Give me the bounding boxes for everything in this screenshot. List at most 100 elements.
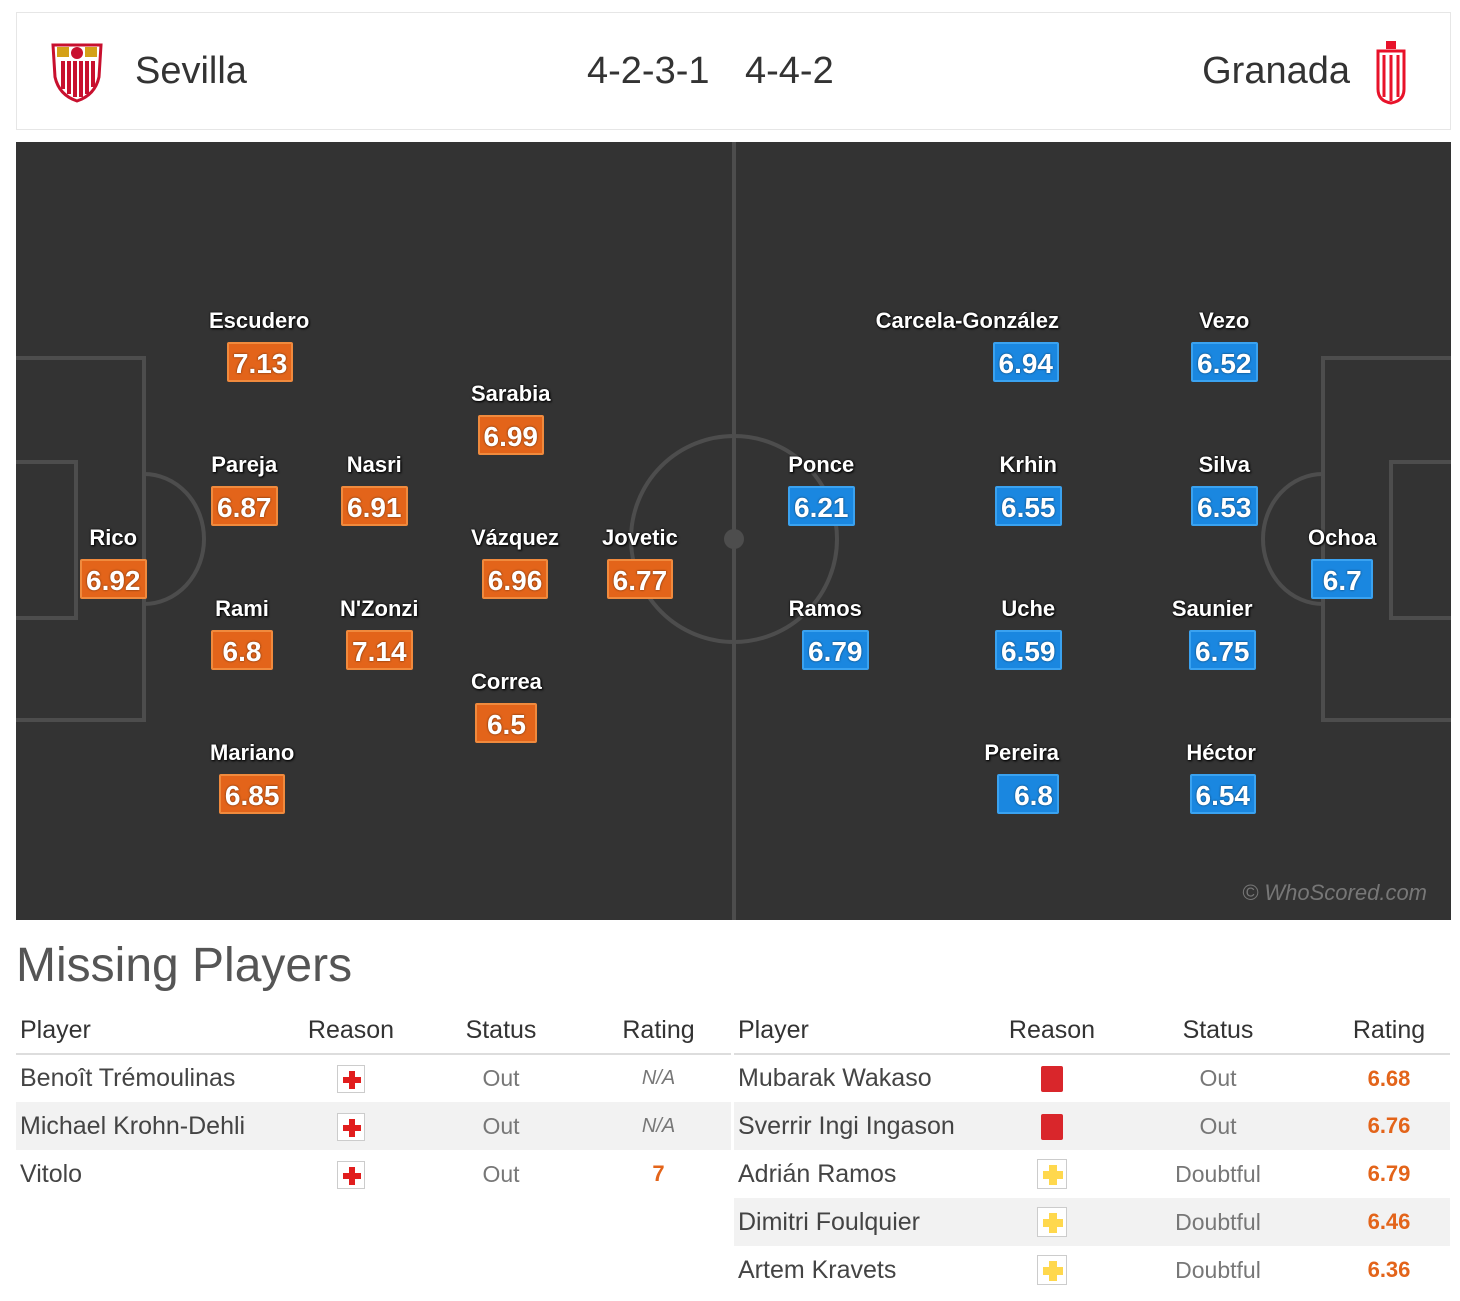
- table-row: Vitolo Out 7: [16, 1150, 731, 1198]
- watermark: © WhoScored.com: [1242, 880, 1427, 905]
- col-status[interactable]: Status: [1108, 1008, 1328, 1055]
- home-formation: 4-2-3-1: [587, 50, 710, 92]
- injury-icon: [337, 1112, 365, 1141]
- red-card-icon: [1041, 1066, 1063, 1093]
- player-rating: 6.75: [1189, 630, 1256, 670]
- player-rating: 6.85: [218, 774, 286, 814]
- player-rating: 6.59: [995, 630, 1062, 670]
- player-uche[interactable]: Uche 6.59: [995, 596, 1062, 670]
- player-name[interactable]: Sverrir Ingi Ingason: [734, 1102, 996, 1150]
- player-correa[interactable]: Correa 6.5: [471, 669, 542, 743]
- rating: 6.68: [1367, 1065, 1411, 1091]
- player-name: Rico: [89, 525, 138, 550]
- injury-icon: [337, 1160, 365, 1189]
- table-row: Dimitri Foulquier Doubtful 6.46: [734, 1198, 1450, 1246]
- player-rating: 6.55: [995, 486, 1062, 526]
- player-nasri[interactable]: Nasri 6.91: [341, 452, 408, 526]
- player-name: Ramos: [788, 596, 862, 621]
- col-reason[interactable]: Reason: [286, 1008, 416, 1055]
- doubtful-icon: [1037, 1159, 1067, 1190]
- player-name[interactable]: Adrián Ramos: [738, 1159, 897, 1188]
- player-name[interactable]: Vitolo: [20, 1159, 83, 1188]
- player-krhin[interactable]: Krhin 6.55: [995, 452, 1062, 526]
- player-rating: 6.52: [1191, 342, 1258, 382]
- away-team-name[interactable]: Granada: [1202, 50, 1350, 92]
- player-pareja[interactable]: Pareja 6.87: [211, 452, 278, 526]
- player-ponce[interactable]: Ponce 6.21: [788, 452, 855, 526]
- player-ramos[interactable]: Ramos 6.79: [782, 596, 869, 670]
- player-name: Pareja: [211, 452, 278, 477]
- player-rating: 6.53: [1191, 486, 1258, 526]
- player-name[interactable]: Mubarak Wakaso: [738, 1064, 932, 1092]
- player-name[interactable]: Artem Kravets: [738, 1255, 897, 1284]
- col-status[interactable]: Status: [416, 1008, 586, 1055]
- status: Out: [1199, 1065, 1237, 1091]
- player-rating: 6.92: [80, 559, 147, 599]
- player-rating: 6.54: [1189, 774, 1256, 814]
- rating: 6.46: [1328, 1198, 1450, 1246]
- status: Out: [1108, 1102, 1328, 1150]
- pitch-lines: [16, 142, 1451, 920]
- player-hector[interactable]: Héctor 6.54: [1178, 740, 1256, 814]
- player-vezo[interactable]: Vezo 6.52: [1191, 308, 1258, 382]
- player-name: Correa: [471, 669, 542, 694]
- doubtful-icon: [1037, 1255, 1067, 1286]
- player-rating: 6.87: [211, 486, 278, 526]
- player-rico[interactable]: Rico 6.92: [80, 525, 147, 599]
- player-name: Mariano: [210, 740, 295, 765]
- col-rating[interactable]: Rating: [586, 1008, 731, 1055]
- player-rating: 6.8: [997, 774, 1059, 814]
- sevilla-crest-icon: [51, 43, 103, 103]
- col-player[interactable]: Player: [16, 1008, 286, 1055]
- player-rating: 6.96: [481, 559, 549, 599]
- player-name[interactable]: Dimitri Foulquier: [734, 1198, 996, 1246]
- player-rating: 6.91: [341, 486, 408, 526]
- player-name: Rami: [215, 596, 269, 621]
- doubtful-icon: [1037, 1207, 1067, 1238]
- granada-crest-icon: [1376, 41, 1406, 105]
- red-card-icon: [1041, 1113, 1063, 1140]
- player-pereira[interactable]: Pereira 6.8: [979, 740, 1059, 814]
- table-row: Mubarak Wakaso Out 6.68: [734, 1054, 1450, 1102]
- player-rating: 6.7: [1311, 559, 1374, 599]
- rating: 6.36: [1367, 1257, 1411, 1282]
- player-rating: 7.14: [346, 630, 413, 670]
- status: Doubtful: [1175, 1256, 1261, 1283]
- table-row: Artem Kravets Doubtful 6.36: [734, 1246, 1450, 1294]
- col-rating[interactable]: Rating: [1328, 1008, 1450, 1055]
- player-rating: 6.8: [211, 630, 273, 670]
- pitch: Escudero 7.13 Sarabia 6.99 Pareja 6.87 N…: [16, 142, 1451, 920]
- player-silva[interactable]: Silva 6.53: [1191, 452, 1258, 526]
- player-name: Krhin: [999, 452, 1057, 477]
- player-name: Vezo: [1199, 308, 1250, 333]
- player-escudero[interactable]: Escudero 7.13: [209, 308, 309, 382]
- player-name: Saunier: [1171, 596, 1253, 621]
- player-carcela-gonzalez[interactable]: Carcela-González 6.94: [857, 308, 1059, 382]
- player-mariano[interactable]: Mariano 6.85: [210, 740, 294, 814]
- player-name: Ochoa: [1308, 525, 1377, 550]
- player-sarabia[interactable]: Sarabia 6.99: [471, 381, 551, 455]
- injury-icon: [337, 1065, 365, 1094]
- player-rami[interactable]: Rami 6.8: [211, 596, 273, 670]
- col-player[interactable]: Player: [734, 1008, 996, 1055]
- player-name: Ponce: [788, 452, 855, 477]
- player-vazquez[interactable]: Vázquez 6.96: [471, 525, 559, 599]
- player-rating: 6.79: [802, 630, 869, 670]
- home-missing-table: Player Reason Status Rating Benoît Trémo…: [16, 1008, 731, 1198]
- table-row: Sverrir Ingi Ingason Out 6.76: [734, 1102, 1450, 1150]
- player-name[interactable]: Michael Krohn-Dehli: [16, 1102, 286, 1150]
- col-reason[interactable]: Reason: [996, 1008, 1108, 1055]
- player-jovetic[interactable]: Jovetic 6.77: [602, 525, 678, 599]
- player-rating: 6.94: [992, 342, 1059, 382]
- rating: 7: [652, 1161, 665, 1186]
- missing-players-title: Missing Players: [16, 939, 353, 992]
- player-name: Pereira: [984, 740, 1059, 765]
- player-nzonzi[interactable]: N'Zonzi 7.14: [340, 596, 419, 670]
- home-team-name[interactable]: Sevilla: [135, 50, 247, 92]
- table-header-row: Player Reason Status Rating: [734, 1008, 1450, 1055]
- player-saunier[interactable]: Saunier 6.75: [1169, 596, 1256, 670]
- player-rating: 6.77: [606, 559, 674, 599]
- status: Out: [482, 1160, 520, 1187]
- player-ochoa[interactable]: Ochoa 6.7: [1308, 525, 1376, 599]
- player-name[interactable]: Benoît Trémoulinas: [20, 1064, 236, 1092]
